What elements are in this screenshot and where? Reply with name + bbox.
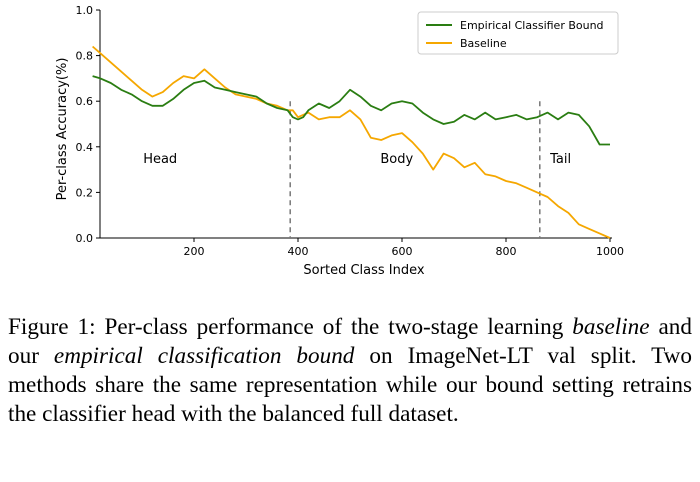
y-tick-label: 0.2 bbox=[76, 186, 94, 199]
x-axis-label: Sorted Class Index bbox=[303, 263, 424, 278]
region-label-tail: Tail bbox=[549, 152, 571, 167]
legend-box bbox=[417, 11, 619, 55]
line-chart: 0.0 0.2 0.4 0.6 0.8 1.0 200 400 600 800 1000 Sorted… bbox=[55, 4, 624, 278]
figure-caption: Figure 1: Per-class performance of the t… bbox=[8, 313, 692, 429]
x-tick-label: 200 bbox=[184, 245, 205, 258]
region-label-body: Body bbox=[380, 152, 413, 167]
y-tick-label: 0.8 bbox=[76, 50, 94, 63]
x-tick-label: 600 bbox=[392, 245, 413, 258]
y-tick-label: 0.6 bbox=[76, 95, 94, 108]
series-line-baseline bbox=[92, 45, 611, 239]
y-tick-label: 0.0 bbox=[76, 232, 94, 245]
y-tick-label: 0.4 bbox=[76, 141, 94, 154]
series-line-empirical-classifier-bound bbox=[92, 75, 610, 146]
y-tick-label: 1.0 bbox=[76, 4, 94, 17]
chart-figure: 0.0 0.2 0.4 0.6 0.8 1.0 200 400 600 800 1000 Sorted… bbox=[55, 4, 624, 278]
caption-middle: and our bbox=[8, 314, 692, 369]
x-tick-label: 400 bbox=[288, 245, 309, 258]
caption-prefix: Figure 1: Per-class performance of the t… bbox=[8, 314, 573, 340]
x-tick-label: 1000 bbox=[596, 245, 624, 258]
caption-suffix: on ImageNet-LT val split. Two methods sh… bbox=[8, 343, 692, 427]
caption-bound: empirical classification bound bbox=[53, 343, 355, 369]
legend-label: Empirical Classifier Bound bbox=[460, 19, 604, 32]
x-tick-label: 800 bbox=[496, 245, 517, 258]
region-label-head: Head bbox=[143, 152, 177, 167]
y-axis-label: Per-class Accuracy(%) bbox=[55, 58, 70, 201]
legend-label: Baseline bbox=[460, 37, 507, 50]
caption-baseline: baseline bbox=[572, 314, 650, 340]
